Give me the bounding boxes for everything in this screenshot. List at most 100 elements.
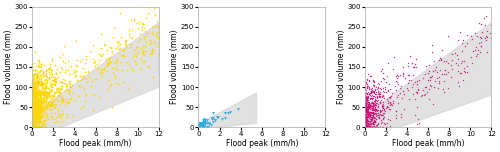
Point xyxy=(30,81,38,83)
Point xyxy=(364,109,372,112)
Point xyxy=(362,102,370,105)
Point xyxy=(58,99,66,101)
Point xyxy=(392,80,400,82)
Point xyxy=(30,96,38,98)
Point xyxy=(409,74,417,77)
Point xyxy=(38,97,46,100)
Point xyxy=(46,84,54,86)
Point xyxy=(362,118,370,121)
Point xyxy=(372,117,380,120)
Point xyxy=(35,71,43,73)
Point xyxy=(366,121,374,123)
Point xyxy=(38,105,46,107)
Point xyxy=(31,95,39,98)
Point xyxy=(116,83,124,86)
Point xyxy=(45,78,53,80)
Point xyxy=(30,106,38,109)
Point xyxy=(420,93,428,96)
Point xyxy=(42,100,50,102)
Point xyxy=(37,84,45,86)
Point xyxy=(364,98,372,101)
Point xyxy=(430,86,438,88)
Point xyxy=(32,111,40,113)
Point xyxy=(30,126,38,128)
Point xyxy=(218,118,226,120)
Point xyxy=(124,61,132,63)
Point xyxy=(32,126,40,128)
Point xyxy=(34,99,42,102)
Point xyxy=(362,116,370,119)
Point xyxy=(43,92,51,95)
Point xyxy=(371,101,379,104)
Point xyxy=(30,89,38,91)
Point xyxy=(72,70,80,73)
Point xyxy=(214,116,222,118)
Point xyxy=(56,126,64,128)
Point xyxy=(30,94,38,96)
Point xyxy=(372,99,380,102)
Point xyxy=(234,108,242,111)
Point xyxy=(364,101,372,104)
Point xyxy=(374,111,382,114)
Point xyxy=(366,123,374,126)
Point xyxy=(103,49,111,52)
Point xyxy=(42,92,50,95)
Point xyxy=(32,109,40,111)
Point xyxy=(37,126,45,128)
Point xyxy=(28,65,36,67)
Point xyxy=(32,85,40,88)
Point xyxy=(483,50,491,53)
Point xyxy=(37,111,45,113)
Point xyxy=(386,101,394,103)
Point xyxy=(34,110,42,113)
Point xyxy=(32,103,40,105)
Point xyxy=(58,110,66,112)
Point xyxy=(370,120,378,122)
Point xyxy=(64,97,72,100)
Point xyxy=(362,124,370,126)
Point xyxy=(63,102,71,104)
Point xyxy=(30,91,38,93)
Point xyxy=(362,97,370,99)
Point xyxy=(56,116,64,119)
Point xyxy=(376,93,384,95)
Point xyxy=(97,55,105,57)
Point xyxy=(380,112,388,114)
Point xyxy=(39,75,47,78)
Point xyxy=(366,87,374,90)
Point xyxy=(58,88,66,91)
Point xyxy=(57,92,65,95)
Point xyxy=(56,99,64,101)
Point xyxy=(379,90,387,93)
Point xyxy=(40,94,48,97)
Point xyxy=(148,48,156,50)
Point xyxy=(363,110,371,113)
Point xyxy=(136,33,144,35)
Point xyxy=(44,94,52,97)
Point xyxy=(31,106,39,109)
Point xyxy=(46,93,54,95)
Point xyxy=(429,70,437,72)
Point xyxy=(36,104,44,107)
Point xyxy=(61,104,69,106)
Point xyxy=(379,111,387,114)
Point xyxy=(368,105,376,108)
Point xyxy=(42,75,50,78)
Point xyxy=(373,96,381,99)
Point xyxy=(484,35,492,38)
Point xyxy=(45,108,53,110)
Point xyxy=(29,77,37,80)
Point xyxy=(412,98,420,100)
Point xyxy=(120,47,128,50)
Point xyxy=(38,87,46,89)
Point xyxy=(198,124,205,127)
Point xyxy=(364,126,372,128)
Point xyxy=(30,101,38,103)
Point xyxy=(98,69,106,71)
Point xyxy=(28,116,36,119)
Point xyxy=(40,100,48,102)
Point xyxy=(368,95,376,98)
Point xyxy=(364,126,372,128)
Point xyxy=(29,96,37,99)
Point xyxy=(34,81,42,84)
